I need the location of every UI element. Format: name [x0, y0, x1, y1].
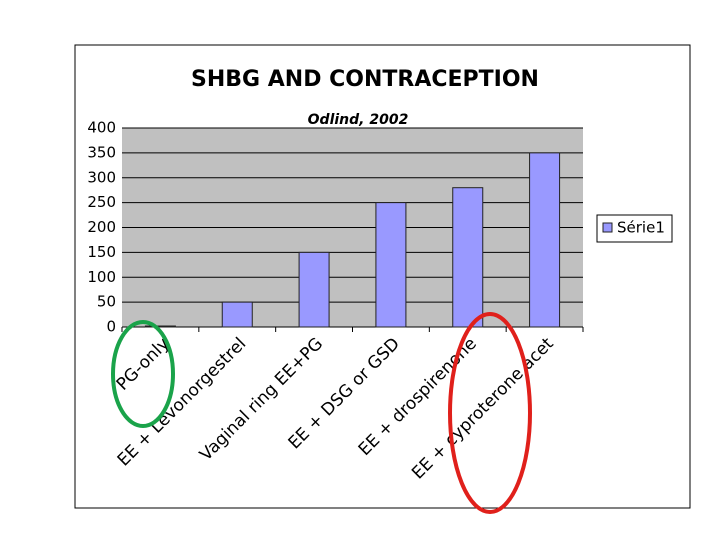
bar: [529, 152, 561, 328]
y-tick-label: 350: [87, 143, 116, 161]
highlight-ellipse: [111, 320, 175, 428]
chart-title: SHBG AND CONTRACEPTION: [191, 67, 539, 92]
bar: [144, 325, 176, 328]
bar: [221, 301, 253, 328]
highlight-ellipse: [448, 312, 532, 514]
y-tick-label: 400: [87, 119, 116, 137]
y-tick-label: 150: [87, 243, 116, 261]
bar: [452, 187, 484, 328]
y-tick-label: 50: [97, 293, 116, 311]
y-tick-label: 0: [106, 318, 116, 336]
legend-swatch: [602, 222, 613, 233]
bar: [298, 251, 330, 328]
y-tick-label: 100: [87, 268, 116, 286]
y-tick-label: 200: [87, 218, 116, 236]
legend-label: Série1: [617, 219, 665, 237]
legend: Série1: [596, 214, 673, 243]
y-tick-label: 250: [87, 193, 116, 211]
y-tick-label: 300: [87, 168, 116, 186]
bar: [375, 202, 407, 328]
chart-subtitle: Odlind, 2002: [308, 112, 409, 128]
